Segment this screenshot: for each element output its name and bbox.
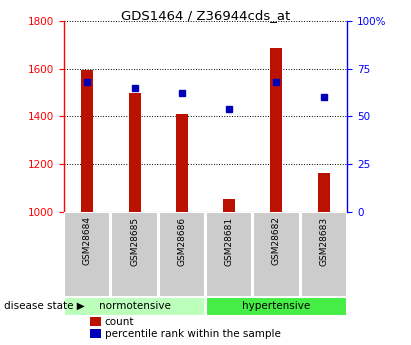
Bar bbox=[64, 212, 111, 297]
Text: percentile rank within the sample: percentile rank within the sample bbox=[105, 329, 281, 339]
Text: count: count bbox=[105, 317, 134, 327]
Bar bbox=[300, 212, 347, 297]
Text: GSM28683: GSM28683 bbox=[319, 216, 328, 266]
Bar bbox=[206, 212, 252, 297]
Bar bbox=[176, 114, 188, 212]
Bar bbox=[223, 199, 235, 212]
Bar bbox=[253, 212, 300, 297]
Bar bbox=[159, 212, 205, 297]
Text: GSM28682: GSM28682 bbox=[272, 216, 281, 265]
Text: GDS1464 / Z36944cds_at: GDS1464 / Z36944cds_at bbox=[121, 9, 290, 22]
Bar bbox=[206, 297, 347, 316]
Text: disease state ▶: disease state ▶ bbox=[4, 301, 85, 311]
Bar bbox=[318, 173, 330, 212]
Bar bbox=[64, 297, 205, 316]
Bar bbox=[270, 48, 282, 212]
Text: GSM28684: GSM28684 bbox=[83, 216, 92, 265]
Text: GSM28685: GSM28685 bbox=[130, 216, 139, 266]
Text: normotensive: normotensive bbox=[99, 301, 171, 311]
Text: GSM28686: GSM28686 bbox=[178, 216, 186, 266]
Bar bbox=[81, 70, 93, 212]
Bar bbox=[129, 92, 141, 212]
Bar bbox=[111, 212, 158, 297]
Text: GSM28681: GSM28681 bbox=[225, 216, 233, 266]
Text: hypertensive: hypertensive bbox=[242, 301, 311, 311]
